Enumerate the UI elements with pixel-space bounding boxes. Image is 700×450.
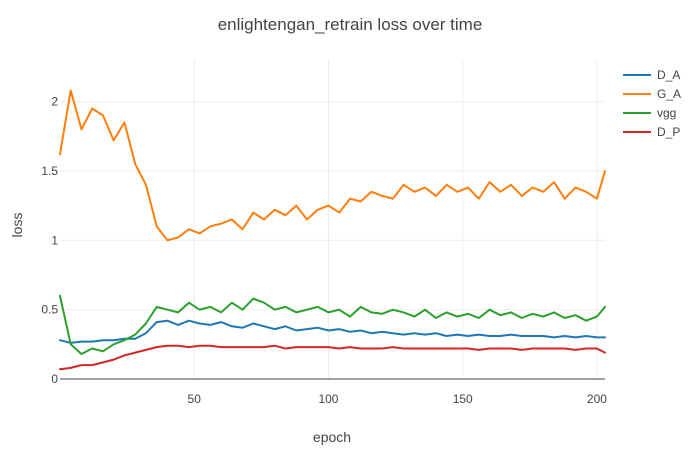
axes: 50 100 150 200 0 0.5 1 1.5 2 (41, 95, 607, 406)
series-line-d-p[interactable] (59, 344, 606, 371)
y-tick-label: 0.5 (41, 303, 58, 317)
series-line-vgg[interactable] (59, 294, 606, 355)
legend-item-vgg[interactable]: vgg (623, 106, 676, 120)
chart-title: enlightengan_retrain loss over time (218, 15, 483, 34)
y-axis-title: loss (9, 213, 25, 238)
x-tick-label: 100 (318, 392, 338, 406)
series-group (59, 89, 606, 371)
grid (60, 60, 605, 379)
series-line-d-a[interactable] (59, 319, 606, 344)
x-tick-label: 150 (453, 392, 473, 406)
series-line-g-a[interactable] (59, 89, 606, 242)
y-tick-label: 0 (51, 372, 58, 386)
legend-item-d-p[interactable]: D_P (623, 125, 680, 139)
legend-label: vgg (657, 106, 676, 120)
y-tick-label: 1 (51, 233, 58, 247)
x-axis-title: epoch (313, 429, 351, 445)
y-tick-label: 1.5 (41, 164, 58, 178)
legend-label: G_A (657, 87, 681, 101)
legend-item-g-a[interactable]: G_A (623, 87, 681, 101)
x-tick-label: 200 (587, 392, 607, 406)
y-tick-label: 2 (51, 95, 58, 109)
legend-label: D_A (657, 68, 680, 82)
legend-item-d-a[interactable]: D_A (623, 68, 680, 82)
legend-label: D_P (657, 125, 680, 139)
x-tick-label: 50 (188, 392, 202, 406)
